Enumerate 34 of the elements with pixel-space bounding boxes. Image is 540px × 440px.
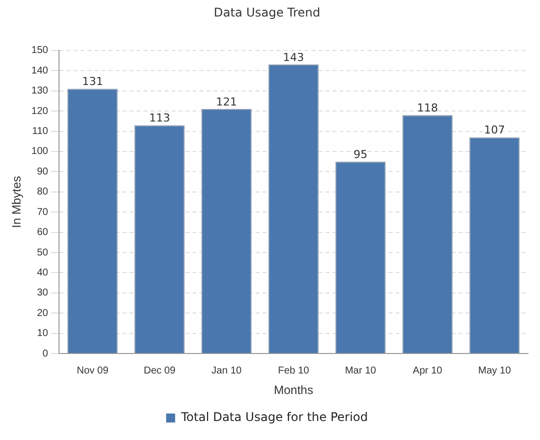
x-tick-label: Mar 10 <box>344 365 377 376</box>
data-label: 118 <box>417 101 438 114</box>
y-tick-label: 150 <box>31 45 49 56</box>
y-tick-label: 50 <box>36 247 49 258</box>
y-tick-label: 0 <box>42 348 49 360</box>
x-tick-label: Apr 10 <box>412 365 443 376</box>
data-label: 95 <box>354 148 368 161</box>
data-label: 121 <box>216 95 238 108</box>
x-tick-label: Jan 10 <box>212 365 242 376</box>
data-label: 113 <box>149 112 170 125</box>
y-tick-label: 20 <box>36 308 49 319</box>
legend-label: Total Data Usage for the Period <box>180 410 368 424</box>
y-tick-label: 100 <box>31 146 49 158</box>
y-tick-label: 130 <box>31 86 49 97</box>
data-label: 143 <box>283 50 304 64</box>
data-label: 131 <box>82 75 104 88</box>
x-tick-label: Dec 09 <box>144 365 176 376</box>
y-tick-label: 70 <box>36 206 49 218</box>
y-tick-label: 110 <box>32 126 49 138</box>
y-tick-label: 140 <box>31 65 49 76</box>
y-tick-label: 10 <box>36 328 49 340</box>
chart-title: Data Usage Trend <box>214 5 320 20</box>
y-tick-label: 60 <box>36 227 49 238</box>
y-tick-label: 120 <box>31 106 49 117</box>
x-tick-label: May 10 <box>478 365 512 376</box>
x-tick-label: Nov 09 <box>76 365 109 376</box>
y-axis-title: In Mbytes <box>10 176 24 228</box>
x-tick-label: Feb 10 <box>278 365 310 376</box>
x-axis-title: Months <box>274 383 314 398</box>
y-tick-label: 30 <box>36 288 49 299</box>
y-tick-label: 90 <box>36 166 49 178</box>
y-tick-label: 40 <box>36 267 49 278</box>
y-tick-label: 80 <box>36 186 49 198</box>
data-label: 107 <box>484 124 506 137</box>
